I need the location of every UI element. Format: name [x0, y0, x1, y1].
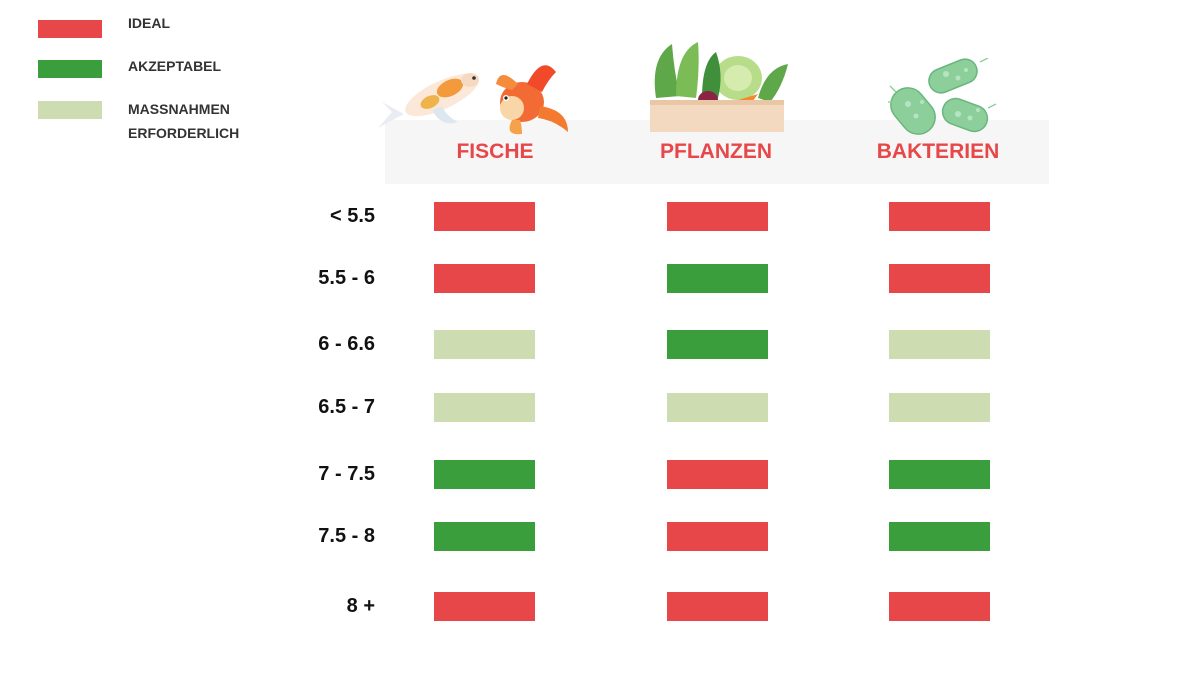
- cell-fische-acceptable: [434, 460, 535, 489]
- cell-fische-action-required: [434, 393, 535, 422]
- legend-swatch-action-required: [38, 101, 102, 119]
- row-label: 5.5 - 6: [318, 267, 375, 289]
- legend-swatch-acceptable: [38, 60, 102, 78]
- column-title-bakterien: BAKTERIEN: [876, 140, 1000, 163]
- cell-pflanzen-ideal: [667, 592, 768, 621]
- cell-pflanzen-ideal: [667, 460, 768, 489]
- cell-pflanzen-action-required: [667, 393, 768, 422]
- cell-bakterien-action-required: [889, 393, 990, 422]
- cell-fische-action-required: [434, 330, 535, 359]
- row-label: 7.5 - 8: [318, 525, 375, 547]
- row-label: < 5.5: [329, 205, 375, 227]
- row-label: 6 - 6.6: [318, 333, 375, 355]
- vegetables-icon: [650, 42, 788, 132]
- legend-label-action-required-line2: ERFORDERLICH: [128, 125, 240, 141]
- cell-bakterien-ideal: [889, 264, 990, 293]
- cell-bakterien-ideal: [889, 202, 990, 231]
- cell-bakterien-acceptable: [889, 460, 990, 489]
- cell-pflanzen-acceptable: [667, 330, 768, 359]
- cell-fische-ideal: [434, 264, 535, 293]
- fish-icon: [378, 65, 568, 135]
- row-label: 8 +: [346, 595, 375, 617]
- cell-pflanzen-ideal: [667, 522, 768, 551]
- legend-label-action-required-line1: MASSNAHMEN: [128, 101, 230, 117]
- column-title-pflanzen: PFLANZEN: [660, 140, 772, 163]
- column-title-fische: FISCHE: [456, 140, 534, 163]
- legend-label-ideal: IDEAL: [128, 15, 170, 31]
- legend-swatch-ideal: [38, 20, 102, 38]
- bacteria-icon: [888, 58, 997, 135]
- cell-pflanzen-ideal: [667, 202, 768, 231]
- legend-label-acceptable: AKZEPTABEL: [128, 58, 222, 74]
- cell-fische-ideal: [434, 592, 535, 621]
- cell-bakterien-acceptable: [889, 522, 990, 551]
- cell-bakterien-ideal: [889, 592, 990, 621]
- row-label: 6.5 - 7: [318, 396, 375, 418]
- cell-bakterien-action-required: [889, 330, 990, 359]
- cell-fische-ideal: [434, 202, 535, 231]
- row-label: 7 - 7.5: [318, 463, 375, 485]
- cell-pflanzen-acceptable: [667, 264, 768, 293]
- cell-fische-acceptable: [434, 522, 535, 551]
